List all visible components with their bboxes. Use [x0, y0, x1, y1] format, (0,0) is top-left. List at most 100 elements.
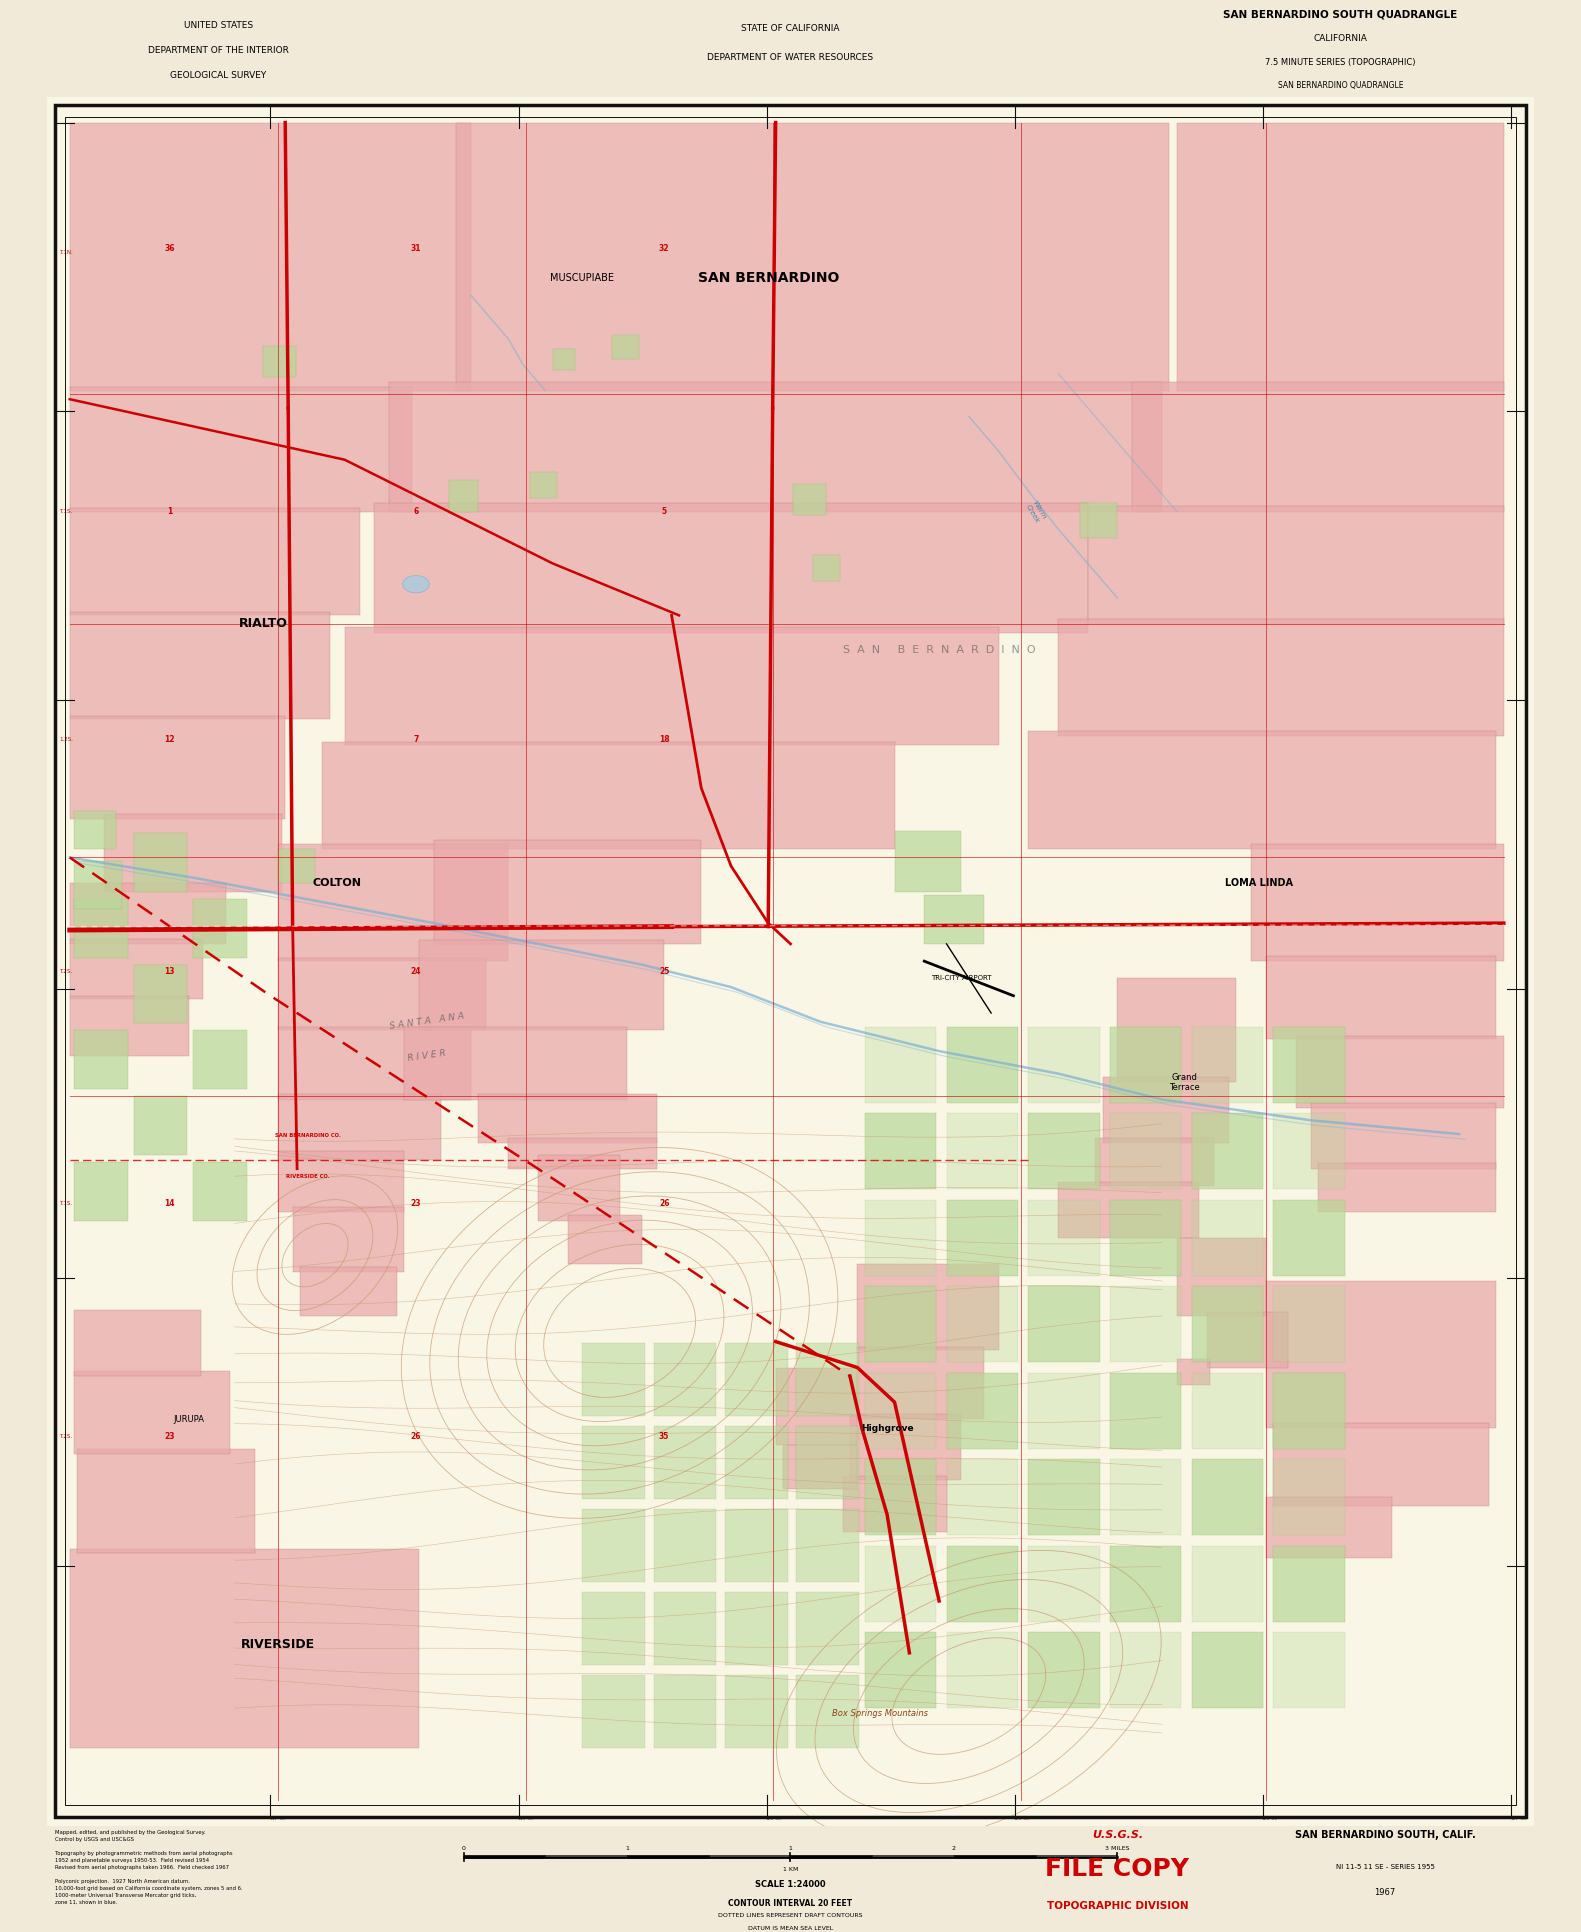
Bar: [1028, 1546, 1100, 1621]
Bar: [865, 1113, 936, 1190]
Bar: [865, 1633, 936, 1708]
Bar: [947, 1546, 1018, 1621]
Text: T.1S.: T.1S.: [60, 510, 73, 514]
Bar: [953, 1855, 1036, 1859]
Bar: [776, 1368, 857, 1445]
Bar: [1192, 1028, 1263, 1103]
Bar: [628, 1855, 708, 1859]
Bar: [345, 628, 999, 746]
Text: TOPOGRAPHIC DIVISION: TOPOGRAPHIC DIVISION: [1047, 1901, 1189, 1911]
Bar: [726, 1343, 787, 1416]
Bar: [857, 1347, 983, 1420]
Bar: [1110, 1459, 1181, 1536]
Bar: [1110, 1546, 1181, 1621]
Bar: [278, 958, 485, 1030]
Bar: [278, 1094, 441, 1159]
Bar: [1110, 1374, 1181, 1449]
Text: 1: 1: [166, 506, 172, 516]
Text: SAN BERNARDINO SOUTH, CALIF.: SAN BERNARDINO SOUTH, CALIF.: [1295, 1830, 1475, 1839]
Bar: [1058, 618, 1504, 736]
Bar: [726, 1509, 787, 1582]
Bar: [70, 1549, 419, 1748]
Text: T.1S.: T.1S.: [60, 1202, 73, 1206]
Bar: [655, 1675, 716, 1748]
Text: 32: 32: [659, 243, 669, 253]
Ellipse shape: [403, 576, 430, 593]
Text: 24: 24: [411, 968, 421, 976]
Bar: [1311, 1103, 1496, 1169]
Text: T.1N.: T.1N.: [60, 249, 73, 255]
Bar: [1058, 1182, 1198, 1238]
Text: DEPARTMENT OF WATER RESOURCES: DEPARTMENT OF WATER RESOURCES: [707, 52, 874, 62]
Bar: [479, 1094, 656, 1142]
Bar: [726, 1426, 787, 1499]
Bar: [74, 1310, 201, 1376]
Text: 7.5 MINUTE SERIES (TOPOGRAPHIC): 7.5 MINUTE SERIES (TOPOGRAPHIC): [1265, 58, 1415, 66]
Bar: [70, 122, 471, 390]
Text: SAN BERNARDINO: SAN BERNARDINO: [697, 270, 840, 286]
Bar: [726, 1675, 787, 1748]
Bar: [783, 1445, 857, 1488]
Bar: [895, 831, 961, 893]
Text: 0: 0: [462, 1845, 465, 1851]
Bar: [1176, 1358, 1209, 1385]
Bar: [1274, 1113, 1345, 1190]
Bar: [134, 833, 187, 893]
Text: 5: 5: [661, 506, 667, 516]
Bar: [865, 1287, 936, 1362]
Bar: [865, 1459, 936, 1536]
Bar: [1088, 506, 1504, 624]
Bar: [1274, 1422, 1489, 1505]
Bar: [1132, 383, 1504, 512]
Bar: [1028, 1459, 1100, 1536]
Text: LOMA LINDA: LOMA LINDA: [1225, 879, 1293, 889]
Bar: [74, 1030, 128, 1090]
Text: 14: 14: [164, 1198, 174, 1208]
Bar: [278, 844, 508, 960]
Text: 1: 1: [789, 1845, 792, 1851]
Text: 23: 23: [411, 1198, 421, 1208]
Text: 25: 25: [659, 968, 669, 976]
Text: 31: 31: [411, 243, 421, 253]
Bar: [1192, 1633, 1263, 1708]
Bar: [813, 554, 840, 582]
Text: SCALE 1:24000: SCALE 1:24000: [756, 1880, 825, 1889]
Text: 125°30': 125°30': [1262, 1816, 1279, 1820]
Bar: [455, 122, 1170, 390]
Text: S A N T A   A N A: S A N T A A N A: [389, 1012, 465, 1032]
Bar: [797, 1592, 858, 1665]
Bar: [1028, 1287, 1100, 1362]
Bar: [1192, 1287, 1263, 1362]
Bar: [508, 1138, 656, 1169]
Text: STATE OF CALIFORNIA: STATE OF CALIFORNIA: [741, 23, 840, 33]
Text: Grand
Terrace: Grand Terrace: [1168, 1072, 1200, 1092]
Bar: [74, 898, 128, 958]
Text: DEPARTMENT OF THE INTERIOR: DEPARTMENT OF THE INTERIOR: [149, 46, 289, 54]
Bar: [797, 1426, 858, 1499]
Text: 13: 13: [164, 968, 174, 976]
Bar: [1274, 1028, 1345, 1103]
Bar: [794, 483, 827, 516]
Bar: [1251, 844, 1504, 960]
Bar: [797, 1675, 858, 1748]
Bar: [449, 481, 479, 512]
Bar: [74, 811, 115, 848]
Bar: [865, 1374, 936, 1449]
Bar: [612, 336, 639, 359]
Bar: [70, 386, 411, 512]
Bar: [70, 715, 285, 819]
Bar: [70, 508, 359, 614]
Bar: [947, 1028, 1018, 1103]
Bar: [1274, 1633, 1345, 1708]
Bar: [1110, 1113, 1181, 1190]
Bar: [865, 1028, 936, 1103]
Text: SAN BERNARDINO SOUTH QUADRANGLE: SAN BERNARDINO SOUTH QUADRANGLE: [1224, 10, 1458, 19]
Bar: [1266, 1281, 1496, 1428]
Text: 35: 35: [659, 1432, 669, 1441]
Bar: [655, 1592, 716, 1665]
Bar: [134, 1095, 187, 1155]
Bar: [1028, 1374, 1100, 1449]
Bar: [1080, 502, 1118, 537]
Bar: [530, 471, 557, 498]
Bar: [857, 1264, 999, 1350]
